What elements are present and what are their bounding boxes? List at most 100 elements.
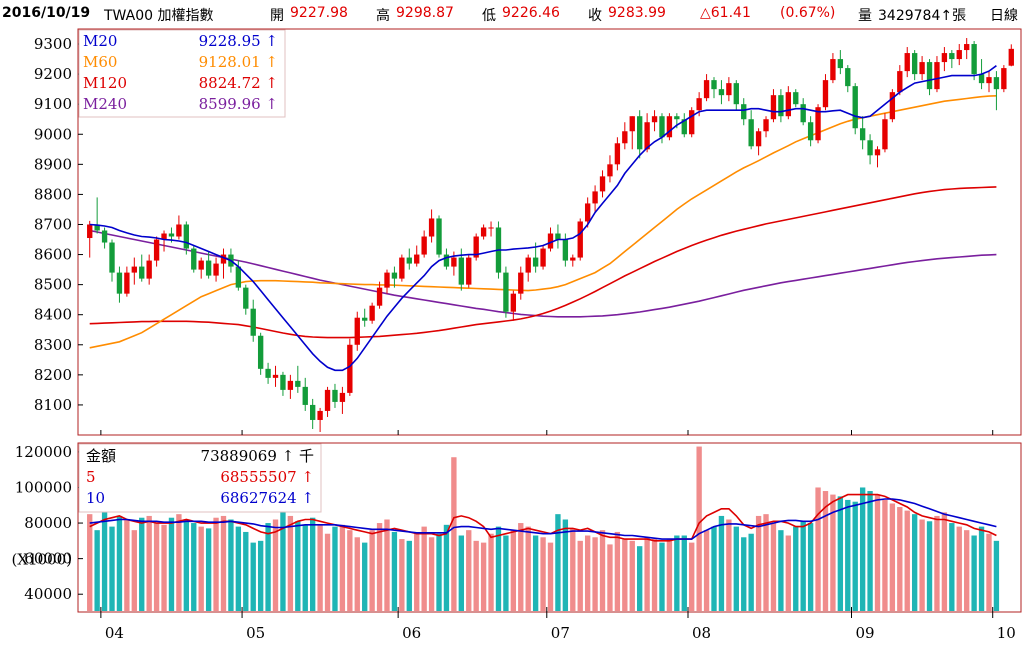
volume-bar[interactable]: [87, 514, 93, 611]
volume-bar[interactable]: [726, 519, 732, 611]
volume-bar[interactable]: [436, 533, 442, 611]
volume-bar[interactable]: [480, 542, 487, 611]
volume-bar[interactable]: [911, 514, 918, 611]
candlestick[interactable]: [696, 98, 702, 111]
volume-bar[interactable]: [800, 521, 806, 611]
volume-bar[interactable]: [518, 523, 524, 611]
candlestick[interactable]: [443, 254, 450, 267]
candlestick[interactable]: [436, 218, 442, 255]
candlestick[interactable]: [347, 344, 353, 393]
candlestick[interactable]: [547, 233, 554, 249]
volume-bar[interactable]: [778, 530, 784, 611]
candlestick[interactable]: [941, 53, 948, 63]
candlestick[interactable]: [205, 260, 212, 276]
candlestick[interactable]: [897, 71, 903, 93]
candlestick[interactable]: [339, 392, 346, 402]
candlestick[interactable]: [919, 62, 925, 75]
candlestick[interactable]: [666, 116, 673, 138]
volume-bar[interactable]: [971, 535, 977, 611]
volume-bar[interactable]: [562, 519, 569, 611]
volume-bar[interactable]: [354, 537, 360, 611]
volume-bar[interactable]: [376, 523, 383, 611]
volume-bar[interactable]: [369, 530, 375, 611]
volume-bar[interactable]: [659, 542, 665, 611]
volume-bar[interactable]: [622, 539, 628, 611]
candlestick[interactable]: [837, 59, 844, 69]
volume-bar[interactable]: [406, 540, 412, 611]
volume-bar[interactable]: [495, 526, 502, 611]
volume-bar[interactable]: [280, 512, 286, 611]
candlestick[interactable]: [733, 83, 739, 105]
volume-bar[interactable]: [183, 519, 190, 611]
volume-bar[interactable]: [978, 526, 985, 611]
volume-bar[interactable]: [131, 530, 137, 611]
candlestick[interactable]: [629, 116, 635, 132]
volume-bar[interactable]: [317, 524, 323, 611]
volume-bar[interactable]: [347, 530, 353, 611]
volume-bar[interactable]: [272, 519, 279, 611]
volume-bar[interactable]: [466, 530, 472, 611]
volume-bar[interactable]: [689, 542, 695, 611]
volume-bar[interactable]: [845, 499, 851, 611]
candlestick[interactable]: [703, 80, 710, 99]
candlestick[interactable]: [741, 104, 747, 120]
candlestick[interactable]: [146, 260, 152, 279]
volume-bar[interactable]: [666, 539, 673, 611]
volume-bar[interactable]: [934, 515, 940, 611]
volume-bar[interactable]: [741, 537, 747, 611]
candlestick[interactable]: [689, 110, 695, 135]
candlestick[interactable]: [451, 257, 457, 267]
volume-bar[interactable]: [488, 533, 494, 611]
volume-bar[interactable]: [146, 515, 152, 611]
candlestick[interactable]: [577, 221, 583, 258]
candlestick[interactable]: [466, 257, 472, 285]
volume-bar[interactable]: [265, 523, 271, 611]
volume-bar[interactable]: [614, 531, 621, 611]
volume-bar[interactable]: [674, 535, 680, 611]
volume-bar[interactable]: [993, 540, 1000, 611]
volume-bar[interactable]: [919, 519, 925, 611]
candlestick[interactable]: [324, 389, 331, 411]
volume-bar[interactable]: [584, 535, 591, 611]
volume-bar[interactable]: [139, 517, 145, 611]
candlestick[interactable]: [755, 131, 762, 147]
candlestick[interactable]: [354, 317, 360, 345]
candlestick[interactable]: [257, 335, 264, 369]
volume-bar[interactable]: [755, 515, 762, 611]
candlestick[interactable]: [272, 374, 279, 378]
candlestick[interactable]: [763, 119, 769, 132]
volume-bar[interactable]: [644, 537, 650, 611]
volume-bar[interactable]: [822, 491, 829, 611]
volume-bar[interactable]: [94, 530, 100, 611]
candlestick[interactable]: [785, 92, 791, 117]
candlestick[interactable]: [384, 272, 390, 288]
candlestick[interactable]: [317, 410, 323, 420]
volume-bar[interactable]: [458, 535, 464, 611]
candlestick[interactable]: [748, 119, 754, 147]
volume-bar[interactable]: [287, 515, 294, 611]
candlestick[interactable]: [369, 305, 375, 321]
volume-bar[interactable]: [592, 537, 598, 611]
candlestick[interactable]: [800, 104, 806, 123]
volume-bar[interactable]: [897, 507, 903, 611]
candlestick[interactable]: [674, 116, 680, 120]
candlestick[interactable]: [280, 374, 286, 390]
volume-bar[interactable]: [964, 530, 970, 611]
candlestick[interactable]: [614, 143, 621, 165]
candlestick[interactable]: [659, 116, 665, 138]
candlestick[interactable]: [599, 176, 606, 192]
volume-bar[interactable]: [443, 524, 450, 611]
volume-bar[interactable]: [770, 523, 777, 611]
volume-bar[interactable]: [324, 533, 331, 611]
volume-bar[interactable]: [339, 524, 346, 611]
volume-bar[interactable]: [295, 521, 301, 611]
candlestick[interactable]: [161, 233, 167, 240]
volume-bar[interactable]: [421, 526, 427, 611]
candlestick[interactable]: [139, 266, 145, 279]
candlestick[interactable]: [637, 116, 643, 150]
volume-bar[interactable]: [451, 457, 457, 611]
volume-bar[interactable]: [109, 526, 115, 611]
candlestick[interactable]: [718, 89, 725, 96]
candlestick[interactable]: [116, 272, 123, 294]
